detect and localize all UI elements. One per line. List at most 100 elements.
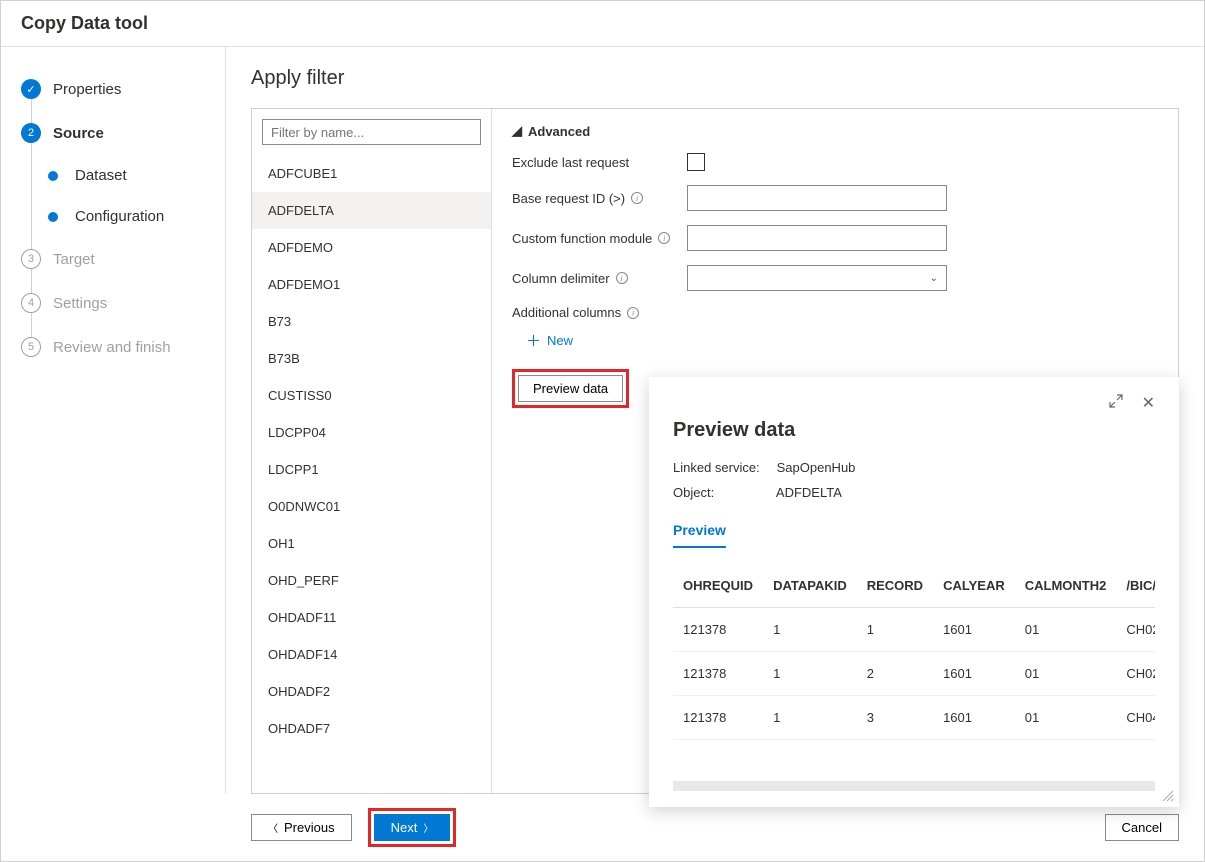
advanced-toggle[interactable]: ◢ Advanced — [512, 123, 1158, 139]
step-properties[interactable]: ✓Properties — [1, 67, 225, 111]
resize-handle-icon[interactable] — [1161, 789, 1175, 803]
list-item[interactable]: OHD_PERF — [252, 562, 491, 599]
table-cell: 121378 — [673, 652, 763, 696]
table-cell: 1 — [763, 696, 857, 740]
list-item[interactable]: OH1 — [252, 525, 491, 562]
table-cell: 01 — [1015, 608, 1117, 652]
list-item[interactable]: CUSTISS0 — [252, 377, 491, 414]
column-header: RECORD — [857, 566, 933, 608]
list-item[interactable]: B73 — [252, 303, 491, 340]
object-row: Object: ADFDELTA — [673, 485, 1155, 500]
preview-table: OHREQUIDDATAPAKIDRECORDCALYEARCALMONTH2/… — [673, 566, 1155, 740]
cancel-button[interactable]: Cancel — [1105, 814, 1179, 841]
column-header: CALMONTH2 — [1015, 566, 1117, 608]
table-cell: 3 — [857, 696, 933, 740]
list-item[interactable]: B73B — [252, 340, 491, 377]
step-marker: 2 — [21, 123, 41, 143]
step-target[interactable]: 3Target — [1, 237, 225, 281]
chevron-right-icon: 〉 — [423, 820, 433, 835]
custom-function-module-input[interactable] — [687, 225, 947, 251]
column-header: OHREQUID — [673, 566, 763, 608]
popup-tabs: Preview — [673, 522, 1155, 548]
advanced-label: Advanced — [528, 124, 590, 139]
table-cell: 121378 — [673, 696, 763, 740]
table-cell: 1 — [857, 608, 933, 652]
exclude-last-request-label: Exclude last request — [512, 155, 677, 170]
table-cell: CH04 — [1116, 696, 1155, 740]
table-cell: CH02 — [1116, 652, 1155, 696]
info-icon[interactable]: i — [631, 192, 643, 204]
object-value: ADFDELTA — [776, 485, 842, 500]
list-item[interactable]: OHDADF2 — [252, 673, 491, 710]
info-icon[interactable]: i — [627, 307, 639, 319]
list-item[interactable]: ADFDELTA — [252, 192, 491, 229]
table-row: 12137812160101CH02 — [673, 652, 1155, 696]
list-item[interactable]: ADFCUBE1 — [252, 155, 491, 192]
list-item[interactable]: OHDADF14 — [252, 636, 491, 673]
preview-data-popup: ✕ Preview data Linked service: SapOpenHu… — [649, 377, 1179, 807]
tab-preview[interactable]: Preview — [673, 522, 726, 548]
list-item[interactable]: OHDADF11 — [252, 599, 491, 636]
table-cell: 01 — [1015, 652, 1117, 696]
filter-input[interactable] — [262, 119, 481, 145]
step-marker: 5 — [21, 337, 41, 357]
step-source[interactable]: 2Source — [1, 111, 225, 155]
next-button[interactable]: Next 〉 — [374, 814, 451, 841]
list-item[interactable]: LDCPP1 — [252, 451, 491, 488]
list-item[interactable]: O0DNWC01 — [252, 488, 491, 525]
preview-data-button[interactable]: Preview data — [518, 375, 623, 402]
base-request-id-input[interactable] — [687, 185, 947, 211]
column-delimiter-label: Column delimiter i — [512, 271, 677, 286]
step-marker — [48, 171, 58, 181]
column-header: /BIC/P — [1116, 566, 1155, 608]
linked-service-label: Linked service: — [673, 460, 773, 475]
table-cell: CH02 — [1116, 608, 1155, 652]
new-label: New — [547, 333, 573, 348]
base-request-id-label: Base request ID (>) i — [512, 191, 677, 206]
table-cell: 01 — [1015, 696, 1117, 740]
step-marker: 4 — [21, 293, 41, 313]
chevron-left-icon: 〈 — [268, 820, 278, 835]
linked-service-value: SapOpenHub — [777, 460, 856, 475]
app-root: Copy Data tool ✓Properties2SourceDataset… — [0, 0, 1205, 862]
table-cell: 2 — [857, 652, 933, 696]
column-delimiter-select[interactable]: ⌄ — [687, 265, 947, 291]
substep-configuration[interactable]: Configuration — [1, 196, 225, 237]
chevron-down-icon: ⌄ — [930, 273, 938, 284]
popup-title: Preview data — [673, 419, 1155, 442]
info-icon[interactable]: i — [658, 232, 670, 244]
expand-icon[interactable] — [1108, 393, 1124, 409]
list-item[interactable]: LDCPP04 — [252, 414, 491, 451]
wizard-steps: ✓Properties2SourceDataset Configuration 3T… — [1, 47, 226, 794]
step-settings[interactable]: 4 Settings — [1, 281, 225, 325]
info-icon[interactable]: i — [616, 272, 628, 284]
object-list-column: ADFCUBE1ADFDELTAADFDEMOADFDEMO1B73B73BCU… — [252, 109, 492, 793]
step-label: Configuration — [75, 208, 164, 225]
step-review[interactable]: 5Review and finish — [1, 325, 225, 369]
step-marker: 3 — [21, 249, 41, 269]
column-header: DATAPAKID — [763, 566, 857, 608]
list-item[interactable]: ADFDEMO1 — [252, 266, 491, 303]
substep-dataset[interactable]: Dataset — [1, 155, 225, 196]
main-pane: Apply filter ADFCUBE1ADFDELTAADFDEMOADFD… — [226, 47, 1204, 794]
next-highlight: Next 〉 — [368, 808, 457, 847]
custom-function-module-label: Custom function module i — [512, 231, 677, 246]
preview-table-scroll[interactable]: OHREQUIDDATAPAKIDRECORDCALYEARCALMONTH2/… — [673, 566, 1155, 791]
object-list: ADFCUBE1ADFDELTAADFDEMOADFDEMO1B73B73BCU… — [252, 155, 491, 793]
plus-icon: ＋ — [526, 330, 541, 351]
table-cell: 1601 — [933, 608, 1015, 652]
step-marker: ✓ — [21, 79, 41, 99]
table-cell: 1601 — [933, 652, 1015, 696]
list-item[interactable]: ADFDEMO — [252, 229, 491, 266]
page-title: Apply filter — [251, 67, 1179, 90]
step-marker — [48, 212, 58, 222]
column-header: CALYEAR — [933, 566, 1015, 608]
app-body: ✓Properties2SourceDataset Configuration 3T… — [1, 47, 1204, 794]
close-icon[interactable]: ✕ — [1142, 393, 1155, 413]
exclude-last-request-checkbox[interactable] — [687, 153, 705, 171]
table-row: 12137811160101CH02 — [673, 608, 1155, 652]
add-column-new-button[interactable]: ＋ New — [526, 326, 1158, 355]
previous-button[interactable]: 〈 Previous — [251, 814, 352, 841]
step-label: Settings — [53, 295, 107, 312]
list-item[interactable]: OHDADF7 — [252, 710, 491, 747]
